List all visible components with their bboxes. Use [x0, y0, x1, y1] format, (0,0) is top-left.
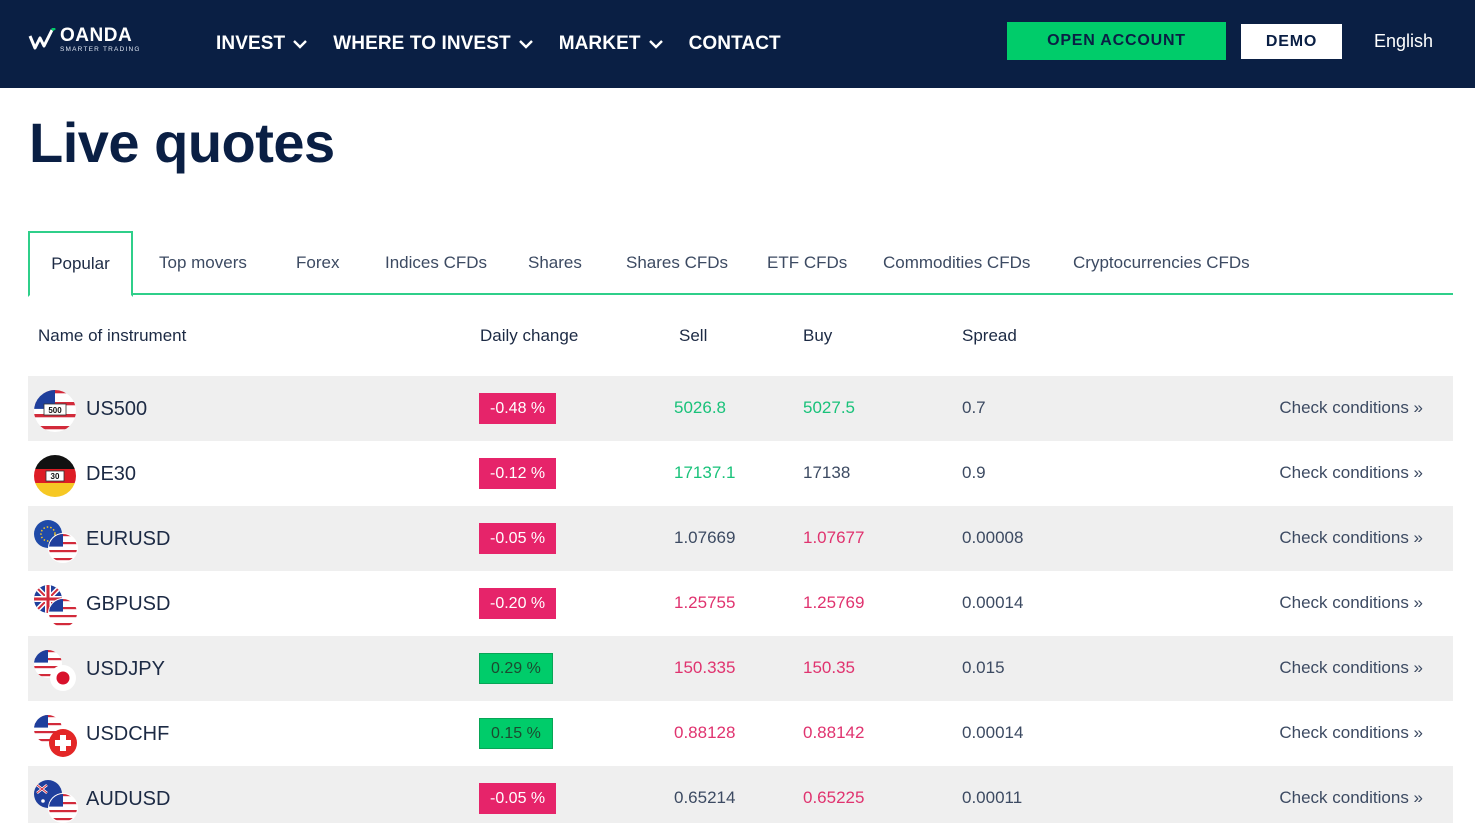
us-500-flag-icon: 500	[34, 390, 76, 432]
sell-price: 17137.1	[674, 463, 736, 482]
tab-forex[interactable]: Forex	[296, 253, 340, 272]
check-conditions-link[interactable]: Check conditions »	[1279, 398, 1423, 417]
spread-value: 0.00011	[962, 788, 1023, 807]
quote-row-gbpusd[interactable]: GBPUSD -0.20 % 1.25755 1.25769 0.00014 Check …	[28, 571, 1453, 636]
logo-mark-icon	[28, 28, 56, 50]
us-jp-flag-icon	[34, 650, 76, 691]
chevron-down-icon	[293, 39, 308, 49]
daily-change-badge: 0.15 %	[479, 718, 553, 749]
column-header-buy: Buy	[803, 326, 833, 345]
svg-text:500: 500	[48, 406, 62, 415]
chevron-down-icon	[518, 39, 533, 49]
buy-price: 0.65225	[803, 788, 865, 807]
nav-item-invest[interactable]: INVEST	[216, 33, 308, 55]
buy-price: 5027.5	[803, 398, 855, 417]
spread-value: 0.00014	[962, 723, 1024, 742]
buy-price: 150.35	[803, 658, 855, 677]
nav-item-label: WHERE TO INVEST	[333, 33, 511, 54]
page-title: Live quotes	[29, 111, 335, 174]
tab-top-movers[interactable]: Top movers	[159, 253, 247, 272]
sell-price: 1.25755	[674, 593, 736, 612]
column-header-daily-change: Daily change	[480, 326, 579, 345]
spread-value: 0.00008	[962, 528, 1024, 547]
daily-change-badge: -0.12 %	[479, 458, 557, 489]
quote-row-us500[interactable]: 500 US500 -0.48 % 5026.8 5027.5 0.7 Check cond…	[28, 376, 1453, 441]
nav-item-market[interactable]: MARKET	[559, 33, 663, 55]
top-navigation-bar: OANDA SMARTER TRADING INVEST WHERE TO INV…	[0, 0, 1475, 88]
quote-row-audusd[interactable]: AUDUSD -0.05 % 0.65214 0.65225 0.00011 Check …	[28, 766, 1453, 823]
spread-value: 0.9	[962, 463, 986, 482]
tab-shares-cfds[interactable]: Shares CFDs	[626, 253, 729, 272]
daily-change-badge: 0.29 %	[479, 653, 553, 684]
check-conditions-link[interactable]: Check conditions »	[1279, 723, 1423, 742]
main-nav: INVEST WHERE TO INVEST MARKET CONTACT	[216, 0, 807, 88]
quote-row-usdchf[interactable]: USDCHF 0.15 % 0.88128 0.88142 0.00014 Check c…	[28, 701, 1453, 766]
tab-popular[interactable]: Popular	[28, 231, 133, 297]
tab-shares[interactable]: Shares	[528, 253, 582, 272]
spread-value: 0.015	[962, 658, 1005, 677]
logo-name: OANDA	[60, 25, 133, 46]
tab-indices-cfds[interactable]: Indices CFDs	[385, 253, 488, 272]
buy-price: 0.88142	[803, 723, 865, 742]
check-conditions-link[interactable]: Check conditions »	[1279, 658, 1423, 677]
instrument-symbol[interactable]: GBPUSD	[86, 593, 171, 615]
tab-cryptocurrencies-cfds[interactable]: Cryptocurrencies CFDs	[1073, 253, 1250, 272]
check-conditions-link[interactable]: Check conditions »	[1279, 463, 1423, 482]
nav-item-contact[interactable]: CONTACT	[689, 33, 781, 55]
check-conditions-link[interactable]: Check conditions »	[1279, 593, 1423, 612]
chevron-down-icon	[648, 39, 663, 49]
spread-value: 0.7	[962, 398, 986, 417]
daily-change-badge: -0.20 %	[479, 588, 557, 619]
instrument-category-tabs: Popular Top movers Forex Indices CFDs Shares…	[28, 231, 1453, 297]
instrument-symbol[interactable]: US500	[86, 398, 148, 420]
column-header-name: Name of instrument	[38, 326, 187, 345]
column-header-spread: Spread	[962, 326, 1017, 345]
check-conditions-link[interactable]: Check conditions »	[1279, 788, 1423, 807]
tab-commodities-cfds[interactable]: Commodities CFDs	[883, 253, 1031, 272]
column-header-sell: Sell	[679, 326, 708, 345]
quote-row-eurusd[interactable]: EURUSD -0.05 % 1.07669 1.07677 0.00008 Check …	[28, 506, 1453, 571]
demo-button[interactable]: DEMO	[1241, 24, 1342, 59]
au-us-flag-icon	[34, 780, 78, 823]
sell-price: 1.07669	[674, 528, 736, 547]
nav-item-label: INVEST	[216, 33, 286, 54]
buy-price: 1.07677	[803, 528, 865, 547]
open-account-button[interactable]: OPEN ACCOUNT	[1007, 22, 1226, 60]
sell-price: 0.88128	[674, 723, 736, 742]
instrument-symbol[interactable]: DE30	[86, 463, 137, 485]
tab-etf-cfds[interactable]: ETF CFDs	[767, 253, 848, 272]
instrument-symbol[interactable]: USDJPY	[86, 658, 165, 680]
nav-item-label: MARKET	[558, 33, 641, 54]
buy-price: 17138	[803, 463, 851, 482]
nav-item-where-to-invest[interactable]: WHERE TO INVEST	[333, 33, 533, 55]
check-conditions-link[interactable]: Check conditions »	[1279, 528, 1423, 547]
spread-value: 0.00014	[962, 593, 1024, 612]
quote-row-usdjpy[interactable]: USDJPY 0.29 % 150.335 150.35 0.015 Check cond…	[28, 636, 1453, 701]
sell-price: 0.65214	[674, 788, 736, 807]
nav-item-label: CONTACT	[688, 33, 781, 54]
sell-price: 150.335	[674, 658, 736, 677]
gb-us-flag-icon	[34, 585, 78, 628]
instrument-symbol[interactable]: EURUSD	[86, 528, 171, 550]
eu-us-flag-icon	[34, 520, 78, 563]
daily-change-badge: -0.05 %	[479, 523, 557, 554]
quote-row-de30[interactable]: 30 DE30 -0.12 % 17137.1 17138 0.9 Check condit…	[28, 441, 1453, 506]
svg-text:30: 30	[51, 472, 60, 481]
buy-price: 1.25769	[803, 593, 865, 612]
instrument-symbol[interactable]: AUDUSD	[86, 788, 171, 810]
us-ch-flag-icon	[34, 715, 77, 757]
logo-tagline: SMARTER TRADING	[60, 46, 141, 53]
language-selector[interactable]: English	[1374, 31, 1434, 51]
instrument-symbol[interactable]: USDCHF	[86, 723, 170, 745]
oanda-logo[interactable]: OANDA SMARTER TRADING	[28, 26, 141, 54]
daily-change-badge: -0.05 %	[479, 783, 557, 814]
sell-price: 5026.8	[674, 398, 726, 417]
daily-change-badge: -0.48 %	[479, 393, 557, 424]
de-30-flag-icon: 30	[34, 455, 76, 497]
